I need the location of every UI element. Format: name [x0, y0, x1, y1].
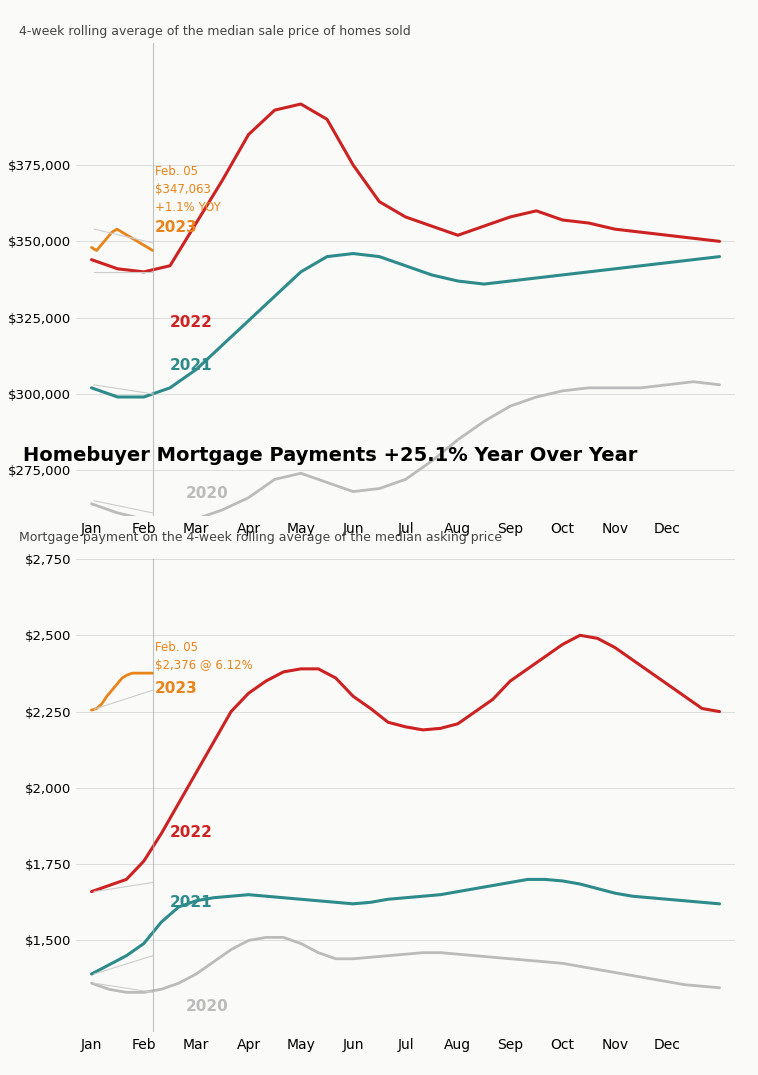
Text: 2021: 2021 [170, 358, 213, 373]
Text: 2020: 2020 [186, 999, 228, 1014]
Text: 2022: 2022 [170, 315, 213, 330]
Text: 2022: 2022 [170, 825, 213, 840]
Text: 2023: 2023 [155, 220, 197, 235]
Text: 4-week rolling average of the median sale price of homes sold: 4-week rolling average of the median sal… [19, 26, 411, 39]
Text: 2023: 2023 [155, 682, 197, 697]
Text: Feb. 05
$347,063
+1.1% YOY: Feb. 05 $347,063 +1.1% YOY [155, 164, 221, 214]
Text: 2020: 2020 [186, 486, 228, 501]
Text: Feb. 05
$2,376 @ 6.12%: Feb. 05 $2,376 @ 6.12% [155, 641, 253, 672]
Text: Homebuyer Mortgage Payments +25.1% Year Over Year: Homebuyer Mortgage Payments +25.1% Year … [23, 445, 637, 464]
Text: Mortgage payment on the 4-week rolling average of the median asking price: Mortgage payment on the 4-week rolling a… [19, 531, 502, 544]
Text: 2021: 2021 [170, 894, 213, 909]
